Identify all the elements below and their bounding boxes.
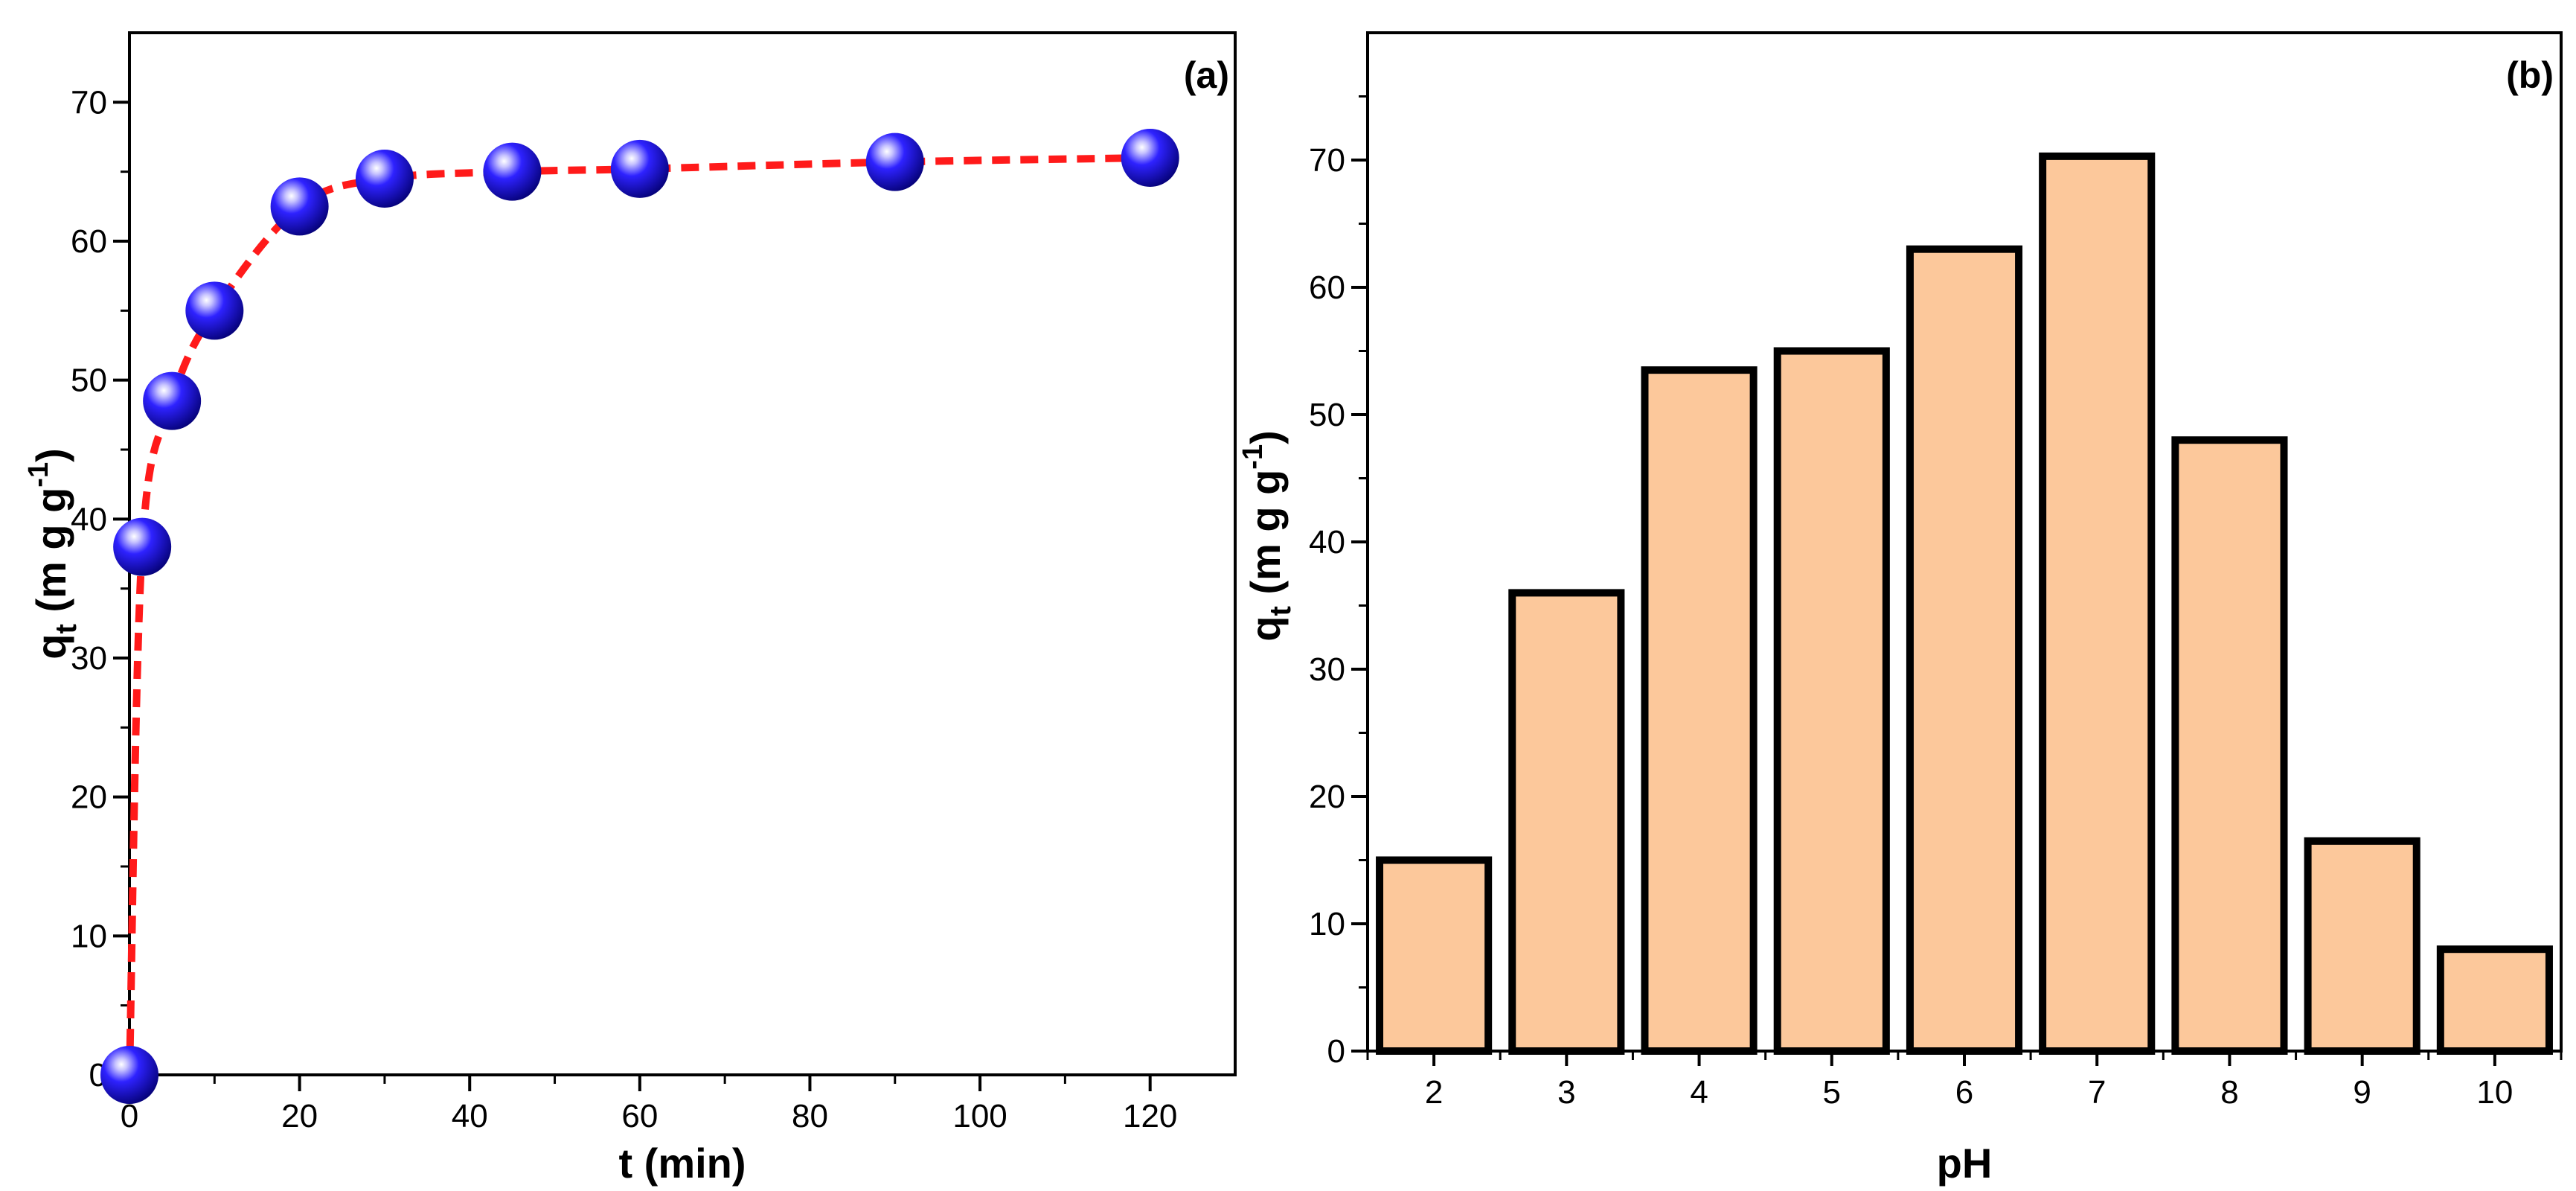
y-tick-label-a: 60 [71,223,107,260]
panel-label-b: (b) [2506,54,2554,96]
bar-ph-10 [2436,945,2553,1055]
y-axis-title-b-unit: (m g g [1242,470,1289,607]
ph-effect-chart: 2 3 4 5 6 7 8 9 10 0 10 20 30 40 50 60 70 (b) pH qt (m g… [1237,31,2563,1187]
y-tick-label-b: 0 [1327,1033,1345,1070]
x-tick-label-a: 100 [952,1098,1007,1134]
bar-ph-5 [1773,347,1890,1055]
bar-ph-2 [1376,856,1493,1055]
x-axis-title-b: pH [1937,1140,1993,1187]
y-tick-label-a: 30 [71,640,107,677]
bar-ph-7 [2039,152,2156,1055]
y-axis-title-a-main: q [28,634,74,660]
x-axis-title-a: t (min) [618,1140,746,1187]
data-point [100,1046,158,1104]
x-tick-label-a: 80 [792,1098,828,1134]
y-tick-label-b: 20 [1309,779,1345,815]
bar-ph-9 [2304,837,2420,1055]
x-tick-label-b: 5 [1823,1074,1841,1111]
y-tick-label-a: 70 [71,84,107,121]
series-markers-qt [100,129,1179,1104]
bar-ph-3 [1508,589,1625,1055]
y-tick-label-b: 60 [1309,269,1345,306]
data-point [1121,129,1179,187]
y-tick-label-a: 20 [71,779,107,816]
axis-ticks-b: 2 3 4 5 6 7 8 9 10 0 10 20 30 40 50 60 70 [1309,95,2563,1111]
panel-label-a: (a) [1184,54,1229,96]
y-tick-label-b: 10 [1309,906,1345,942]
y-tick-label-b: 40 [1309,524,1345,561]
data-point [610,139,669,198]
data-point [483,142,542,201]
bar-ph-6 [1906,245,2023,1056]
x-tick-label-a: 60 [621,1098,658,1134]
y-tick-label-a: 10 [71,918,107,954]
y-axis-title-a-sub: t [50,624,83,633]
y-axis-title-b-sup: -1 [1237,444,1269,470]
data-point [270,177,329,236]
x-tick-label-a: 20 [281,1098,318,1134]
y-tick-label-b: 30 [1309,651,1345,688]
y-axis-title-a-unit: (m g g [28,488,74,625]
y-axis-title-a: qt (m g g-1) [23,448,83,660]
y-axis-title-a-close: ) [28,448,74,462]
y-axis-title-b-close: ) [1242,430,1289,444]
y-tick-label-b: 50 [1309,397,1345,433]
y-axis-title-a-sup: -1 [23,462,54,488]
x-tick-label-b: 10 [2476,1074,2513,1111]
bars-b [1376,152,2553,1056]
x-tick-label-b: 2 [1425,1074,1443,1111]
y-tick-label-a: 50 [71,363,107,399]
data-point [865,132,924,191]
y-axis-title-b-main: q [1242,616,1289,642]
y-tick-label-a: 40 [71,501,107,537]
data-point [113,517,172,576]
x-tick-label-b: 3 [1557,1074,1575,1111]
x-tick-label-a: 120 [1123,1098,1177,1134]
x-tick-label-b: 7 [2088,1074,2106,1111]
y-axis-title-b-sub: t [1264,606,1297,616]
y-tick-label-b: 70 [1309,142,1345,179]
x-tick-label-a: 0 [121,1098,138,1134]
y-axis-title-b: qt (m g g-1) [1237,430,1297,642]
x-tick-label-a: 40 [452,1098,488,1134]
data-point [355,150,414,208]
x-tick-label-b: 6 [1955,1074,1973,1111]
data-point [143,371,202,430]
x-tick-label-b: 9 [2353,1074,2371,1111]
x-tick-label-b: 8 [2220,1074,2238,1111]
data-point [185,281,244,340]
bar-ph-8 [2171,436,2288,1055]
x-tick-label-b: 4 [1690,1074,1708,1111]
bar-ph-4 [1641,366,1758,1055]
